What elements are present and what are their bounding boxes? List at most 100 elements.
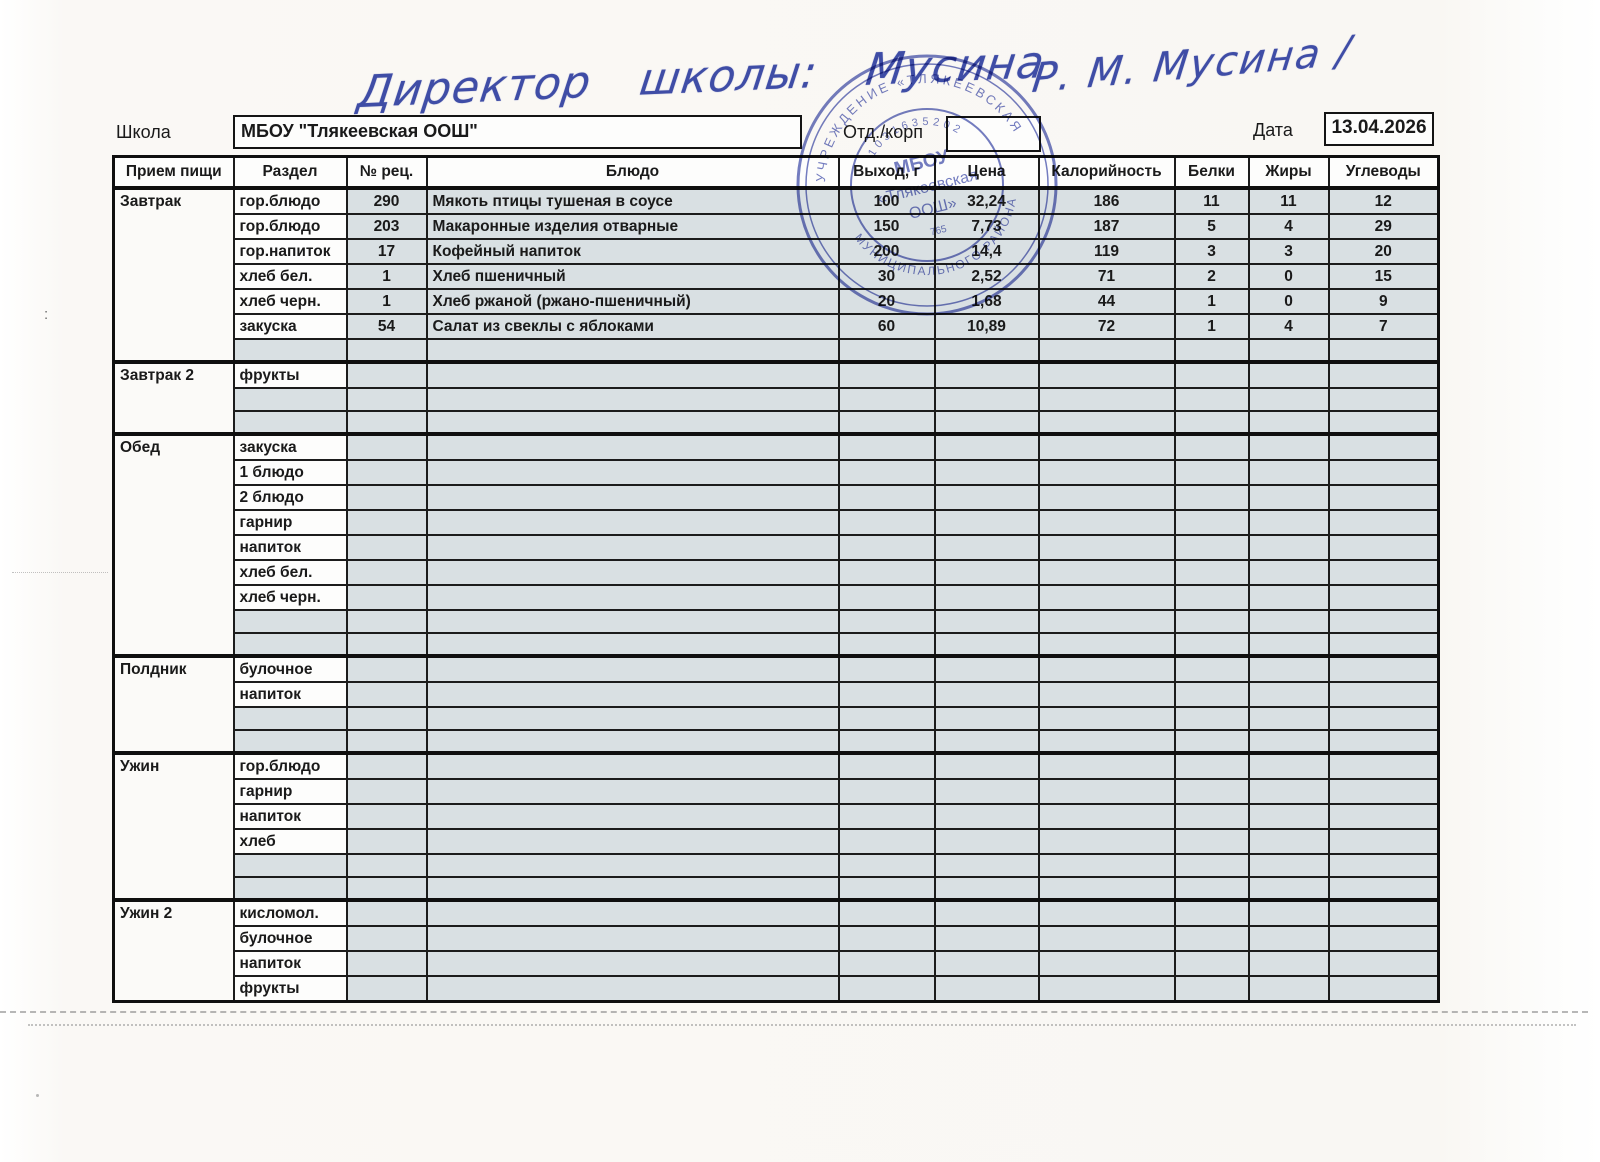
- cell-out: [837, 410, 936, 435]
- menu-row: [114, 632, 1440, 657]
- cell-dish: Макаронные изделия отварные: [425, 213, 840, 240]
- cell-out: 150: [837, 213, 936, 240]
- cell-razdel: 1 блюдо: [232, 459, 348, 486]
- cell-num: [345, 898, 428, 927]
- cell-razdel: гор.блюдо: [232, 213, 348, 240]
- cell-dish: [425, 729, 840, 754]
- column-header: Белки: [1173, 155, 1250, 189]
- cell-price: [933, 654, 1040, 683]
- cell-num: 203: [345, 213, 428, 240]
- cell-razdel: закуска: [232, 432, 348, 461]
- cell-dish: [425, 803, 840, 830]
- cell-dish: [425, 654, 840, 683]
- cell-kcal: 71: [1037, 263, 1176, 290]
- cell-razdel: [232, 876, 348, 901]
- cell-dish: [425, 706, 840, 731]
- column-header: Жиры: [1247, 155, 1330, 189]
- cell-kcal: [1037, 509, 1176, 536]
- column-header: Блюдо: [425, 155, 840, 189]
- menu-row: закуска 54 Салат из свеклы с яблоками 60 10,…: [114, 313, 1440, 340]
- cell-razdel: хлеб черн.: [232, 584, 348, 611]
- cell-num: [345, 459, 428, 486]
- cell-num: [345, 681, 428, 708]
- cell-out: 60: [837, 313, 936, 340]
- column-header: Калорийность: [1037, 155, 1176, 189]
- cell-razdel: хлеб черн.: [232, 288, 348, 315]
- cell-out: 200: [837, 238, 936, 265]
- cell-price: [933, 338, 1040, 363]
- cell-razdel: булочное: [232, 654, 348, 683]
- cell-dish: Мякоть птицы тушеная в соусе: [425, 186, 840, 215]
- cell-price: [933, 975, 1040, 1003]
- cell-dish: [425, 853, 840, 878]
- cell-price: [933, 459, 1040, 486]
- menu-row: напиток: [114, 950, 1440, 977]
- cell-num: [345, 654, 428, 683]
- cell-razdel: [232, 729, 348, 754]
- menu-row: [114, 338, 1440, 363]
- cell-price: [933, 632, 1040, 657]
- cell-num: [345, 828, 428, 855]
- cell-price: [933, 925, 1040, 952]
- cell-protein: [1173, 751, 1250, 780]
- menu-header-row: Прием пищи Раздел № рец. Блюдо Выход, г Цена К…: [112, 155, 1440, 189]
- cell-protein: [1173, 681, 1250, 708]
- cell-razdel: [232, 410, 348, 435]
- meal-cell: Полдник: [112, 654, 235, 754]
- cell-razdel: [232, 853, 348, 878]
- meal-cell: Ужин: [112, 751, 235, 901]
- menu-row: [114, 729, 1440, 754]
- cell-kcal: [1037, 632, 1176, 657]
- meal-cell: Ужин 2: [112, 898, 235, 1003]
- cell-protein: 1: [1173, 313, 1250, 340]
- cell-razdel: хлеб бел.: [232, 263, 348, 290]
- cell-protein: [1173, 729, 1250, 754]
- cell-out: 100: [837, 186, 936, 215]
- cell-protein: [1173, 387, 1250, 412]
- cell-kcal: 44: [1037, 288, 1176, 315]
- cell-out: [837, 681, 936, 708]
- cell-price: [933, 950, 1040, 977]
- cell-price: [933, 584, 1040, 611]
- cell-num: 1: [345, 263, 428, 290]
- menu-table-body: Завтрак гор.блюдо 290 Мякоть птицы тушеная …: [112, 186, 1440, 1003]
- cell-protein: [1173, 975, 1250, 1003]
- meal-cell: Завтрак 2: [112, 360, 235, 435]
- cell-protein: [1173, 925, 1250, 952]
- cell-num: [345, 778, 428, 805]
- cell-razdel: напиток: [232, 681, 348, 708]
- cell-out: 20: [837, 288, 936, 315]
- cell-num: [345, 559, 428, 586]
- cell-dish: [425, 559, 840, 586]
- cell-razdel: гор.блюдо: [232, 186, 348, 215]
- menu-row: гор.напиток 17 Кофейный напиток 200 14,4 119 3…: [114, 238, 1440, 265]
- cell-dish: [425, 584, 840, 611]
- cell-num: [345, 410, 428, 435]
- cell-protein: [1173, 559, 1250, 586]
- cell-kcal: [1037, 706, 1176, 731]
- cell-price: 32,24: [933, 186, 1040, 215]
- cell-out: [837, 632, 936, 657]
- cell-fat: [1247, 853, 1330, 878]
- cell-fat: [1247, 876, 1330, 901]
- cell-fat: [1247, 484, 1330, 511]
- cell-razdel: [232, 706, 348, 731]
- column-header: Цена: [933, 155, 1040, 189]
- cell-carbs: [1327, 925, 1440, 952]
- cell-dish: Хлеб пшеничный: [425, 263, 840, 290]
- cell-price: [933, 509, 1040, 536]
- cell-protein: [1173, 803, 1250, 830]
- cell-carbs: [1327, 853, 1440, 878]
- cell-price: [933, 803, 1040, 830]
- cell-fat: [1247, 803, 1330, 830]
- cell-kcal: [1037, 925, 1176, 952]
- menu-row: Завтрак 2 фрукты: [112, 360, 1440, 435]
- cell-protein: 2: [1173, 263, 1250, 290]
- cell-price: [933, 484, 1040, 511]
- cell-num: 290: [345, 186, 428, 215]
- cell-dish: [425, 534, 840, 561]
- cell-dish: [425, 778, 840, 805]
- cell-razdel: закуска: [232, 313, 348, 340]
- cell-kcal: 72: [1037, 313, 1176, 340]
